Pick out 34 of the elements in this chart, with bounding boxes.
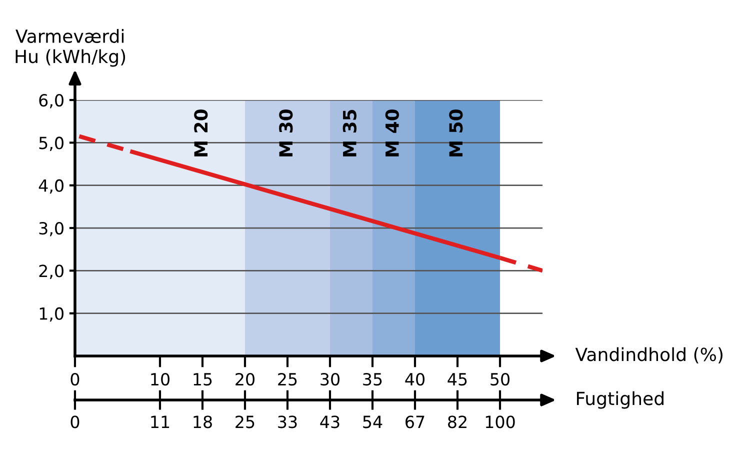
text: 11 <box>151 416 170 428</box>
text: 33 <box>278 416 297 428</box>
x-tick-label: 25 <box>278 372 297 386</box>
x-tick-label: 10 <box>151 372 170 386</box>
x-tick-label: 35 <box>363 372 382 386</box>
y-tick-label: 2,0 <box>39 264 64 279</box>
y-axis-title: Varmeværdi Hu (kWh/kg) <box>16 29 126 67</box>
text: 54 <box>363 416 382 428</box>
text: 18 <box>194 416 212 428</box>
text: Fugtighed <box>577 391 664 409</box>
band-label: M 20 <box>194 109 208 156</box>
band-label: M 30 <box>279 109 293 156</box>
text: 43 <box>320 416 340 428</box>
band-label: M 40 <box>385 109 399 156</box>
x-tick-label: 30 <box>320 372 340 386</box>
x-tick-label: 50 <box>490 372 510 386</box>
y-tick-label: 3,0 <box>39 222 64 236</box>
y-tick-label: 5,0 <box>39 136 64 151</box>
band-label: M 35 <box>342 110 356 156</box>
x-tick-label: 0 <box>70 372 80 386</box>
x-axis-title: Vandindhold (%) <box>575 347 722 364</box>
text: 67 <box>406 416 424 428</box>
text: 82 <box>448 416 466 428</box>
text: 0 <box>70 416 80 428</box>
text: 25 <box>236 416 254 428</box>
x-tick-label: 20 <box>236 372 254 386</box>
text: 100 <box>486 416 515 428</box>
x-tick-label: 15 <box>194 373 212 386</box>
x-tick-label: 45 <box>448 373 467 386</box>
x-tick-label: 40 <box>405 372 424 386</box>
band-label: M 50 <box>449 109 463 156</box>
y-tick-label: 1,0 <box>40 307 64 322</box>
y-tick-label: 4,0 <box>38 179 64 194</box>
y-tick-label: 6,0 <box>39 94 64 108</box>
